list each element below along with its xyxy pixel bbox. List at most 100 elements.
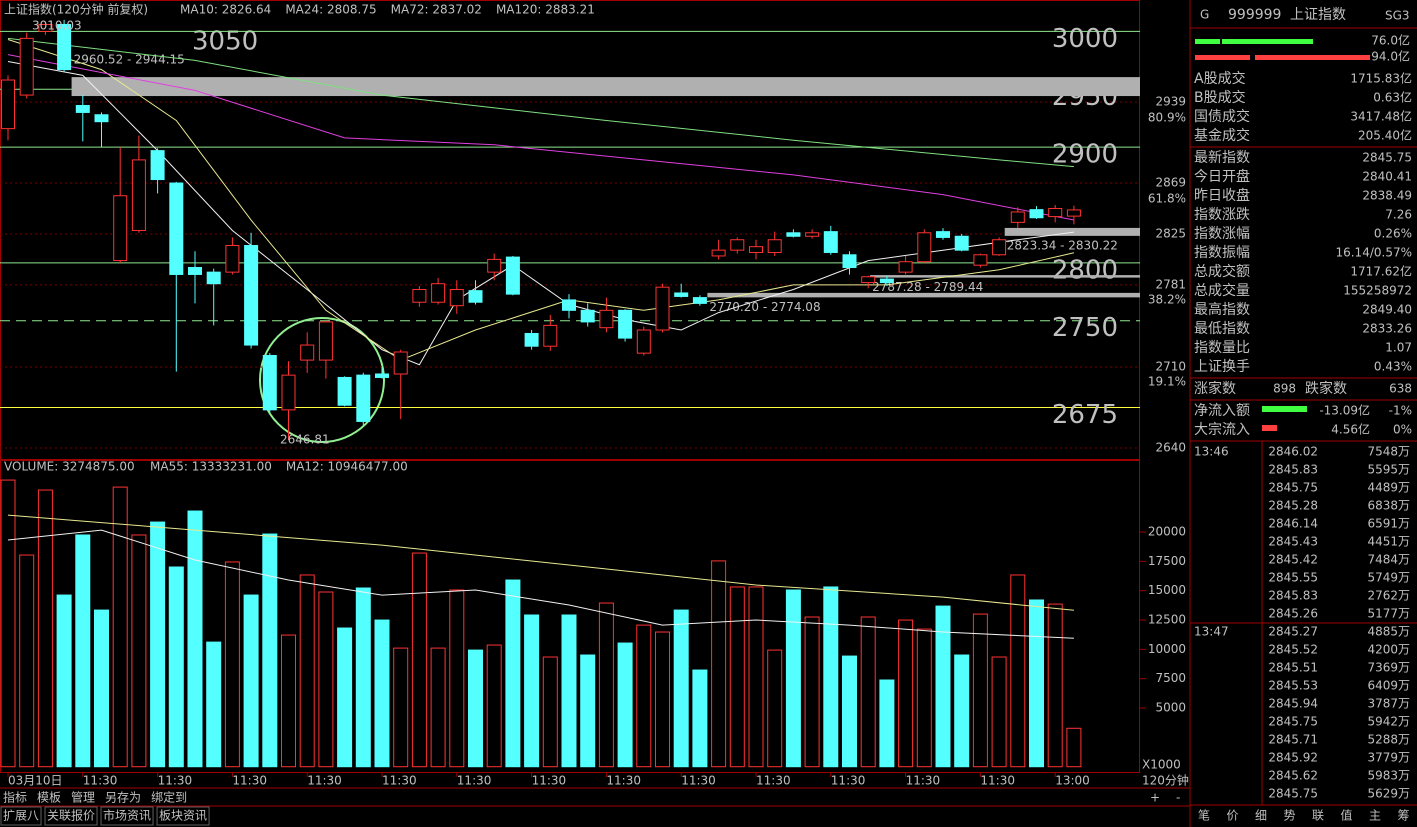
panel-tab[interactable]: 主 — [1369, 809, 1381, 823]
x-tick-label: 11:30 — [681, 774, 716, 788]
volume-bar — [430, 647, 446, 768]
flow-label: 净流入额 — [1194, 403, 1250, 419]
tick-time: 13:46 — [1194, 445, 1229, 459]
panel-tab[interactable]: 笔 — [1198, 808, 1210, 823]
x-tick-label: 11:30 — [532, 774, 567, 788]
volume-bar — [785, 589, 801, 768]
panel-tab[interactable]: 细 — [1255, 809, 1267, 823]
row-value: 16.14/0.57% — [1335, 246, 1412, 260]
circle-annotation — [259, 317, 385, 443]
y-tick-label: 2939 — [1155, 95, 1186, 109]
row-value: 2849.40 — [1362, 303, 1412, 317]
toolbar-button[interactable]: 指标 — [3, 790, 27, 805]
candle-body — [468, 290, 483, 303]
candle-body — [300, 344, 315, 361]
row-value: 0.63亿 — [1373, 90, 1412, 105]
zoom-button[interactable]: - — [1176, 791, 1180, 805]
panel-tab[interactable]: 筹 — [1397, 809, 1409, 823]
candle-body — [356, 374, 371, 422]
candle-body — [505, 256, 520, 295]
tab[interactable]: 扩展八 — [3, 809, 39, 823]
volume-bar — [37, 489, 53, 768]
candle-body — [543, 324, 558, 347]
x-tick-label: 11:30 — [382, 774, 417, 788]
tick-volume: 7369万 — [1367, 661, 1410, 675]
panel-tab[interactable]: 值 — [1340, 808, 1352, 823]
candle-body — [580, 309, 595, 323]
zoom-button[interactable]: + — [1150, 791, 1160, 805]
tab-border — [156, 806, 210, 826]
band — [71, 77, 1141, 97]
breadth-label: 跌家数 — [1305, 380, 1347, 397]
volume-bar — [19, 554, 35, 768]
candle-body — [1, 79, 15, 130]
flow-pct: -1% — [1389, 404, 1412, 418]
candle-body — [636, 329, 651, 354]
tick-price: 2845.51 — [1268, 661, 1318, 675]
ma-label: MA10: 2826.64 — [180, 3, 271, 17]
volume-bar — [767, 649, 783, 768]
bar — [1222, 39, 1313, 44]
tab[interactable]: 关联报价 — [47, 808, 95, 823]
level-label: 2900 — [1052, 140, 1118, 170]
row-label: B股成交 — [1194, 89, 1246, 106]
bar — [1195, 55, 1250, 60]
volume-bar — [411, 552, 427, 768]
row-value: 3417.48亿 — [1350, 109, 1412, 124]
tick-price: 2845.55 — [1268, 571, 1318, 585]
tick-volume: 7484万 — [1367, 553, 1410, 567]
ma-line — [7, 37, 1074, 168]
x-tick-label: 11:30 — [980, 774, 1015, 788]
stock-name: 上证指数 — [1290, 7, 1346, 23]
candle-body — [19, 37, 34, 96]
volume-bar — [598, 602, 614, 768]
volume-bar — [524, 614, 540, 768]
tab[interactable]: 板块资讯 — [159, 809, 207, 823]
volume-bar — [337, 627, 353, 768]
tick-volume: 4451万 — [1367, 535, 1410, 549]
tab[interactable]: 市场资讯 — [103, 808, 151, 823]
volume-bar — [842, 655, 857, 768]
panel-tab[interactable]: 价 — [1226, 809, 1238, 823]
candle-body — [599, 309, 614, 329]
panel-tab[interactable]: 势 — [1283, 809, 1295, 823]
candle-body — [449, 288, 464, 307]
tick-price: 2845.83 — [1268, 589, 1318, 603]
tick-price: 2845.53 — [1268, 679, 1318, 693]
toolbar-button[interactable]: 绑定到 — [151, 790, 187, 805]
row-label: 指数涨跌 — [1194, 207, 1250, 223]
volume-bar — [636, 624, 652, 768]
tick-volume: 4885万 — [1367, 625, 1410, 639]
toolbar-button[interactable]: 模板 — [37, 791, 61, 805]
tick-volume: 5749万 — [1367, 571, 1410, 585]
row-label: A股成交 — [1194, 70, 1246, 87]
y-tick-label: 10000 — [1148, 642, 1186, 656]
volume-bar — [804, 616, 820, 768]
candle-body — [562, 299, 576, 311]
tick-price: 2845.75 — [1268, 787, 1318, 801]
panel-tab[interactable]: 联 — [1312, 809, 1324, 823]
volume-bar — [580, 654, 596, 768]
row-label: 基金成交 — [1194, 127, 1250, 144]
candle-body — [75, 104, 90, 113]
x-tick-label: 11:30 — [457, 774, 492, 788]
candle-body — [487, 258, 502, 273]
row-value: 2833.26 — [1362, 322, 1412, 336]
x-tick-label: 11:30 — [158, 774, 193, 788]
tag: SG3 — [1385, 9, 1410, 23]
tick-price: 2845.27 — [1268, 625, 1318, 639]
level-label: 2675 — [1052, 400, 1118, 430]
candle-body — [94, 114, 109, 123]
bar — [1195, 39, 1220, 44]
row-label: 上证换手 — [1194, 358, 1250, 375]
candle-body — [244, 245, 259, 346]
toolbar-button[interactable]: 另存为 — [105, 791, 141, 805]
toolbar-button[interactable]: 管理 — [71, 790, 95, 805]
candle-body — [879, 278, 894, 284]
candle-body — [767, 239, 782, 253]
row-value: 1.07 — [1385, 341, 1412, 355]
candle-body — [1066, 209, 1081, 217]
candle-body — [786, 232, 801, 237]
x-tick-label: 11:30 — [906, 774, 941, 788]
y-tick-label: 17500 — [1148, 554, 1186, 568]
